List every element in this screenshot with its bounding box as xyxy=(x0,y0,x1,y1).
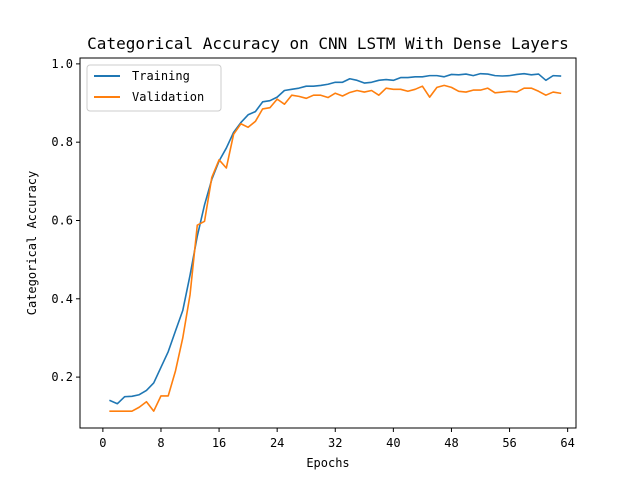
x-tick-label: 32 xyxy=(328,436,342,450)
y-tick-label: 0.6 xyxy=(51,213,73,227)
series-line-validation xyxy=(109,84,562,412)
chart-title: Categorical Accuracy on CNN LSTM With De… xyxy=(87,34,569,53)
x-axis-ticks: 0 8 16 24 32 40 48 56 64 xyxy=(99,428,575,450)
x-tick-label: 48 xyxy=(444,436,458,450)
x-tick-label: 56 xyxy=(502,436,516,450)
legend-label-training: Training xyxy=(132,69,190,83)
y-tick-label: 1.0 xyxy=(51,57,73,71)
legend-box xyxy=(86,64,222,112)
plot-area xyxy=(80,58,576,428)
legend-label-validation: Validation xyxy=(132,90,204,104)
series-layer xyxy=(109,72,562,412)
y-tick-label: 0.8 xyxy=(51,135,73,149)
x-tick-label: 16 xyxy=(212,436,226,450)
x-tick-label: 64 xyxy=(560,436,574,450)
y-axis-label: Categorical Accuracy xyxy=(25,171,39,316)
legend: Training Validation xyxy=(86,64,222,112)
y-tick-label: 0.2 xyxy=(51,370,73,384)
y-tick-label: 0.4 xyxy=(51,292,73,306)
x-tick-label: 40 xyxy=(386,436,400,450)
x-tick-label: 8 xyxy=(157,436,164,450)
series-line-training xyxy=(109,72,562,405)
x-tick-label: 0 xyxy=(99,436,106,450)
y-axis-ticks: 0.2 0.4 0.6 0.8 1.0 xyxy=(51,57,80,384)
plot-frame xyxy=(79,57,577,429)
x-axis-label: Epochs xyxy=(306,456,349,470)
x-tick-label: 24 xyxy=(270,436,284,450)
